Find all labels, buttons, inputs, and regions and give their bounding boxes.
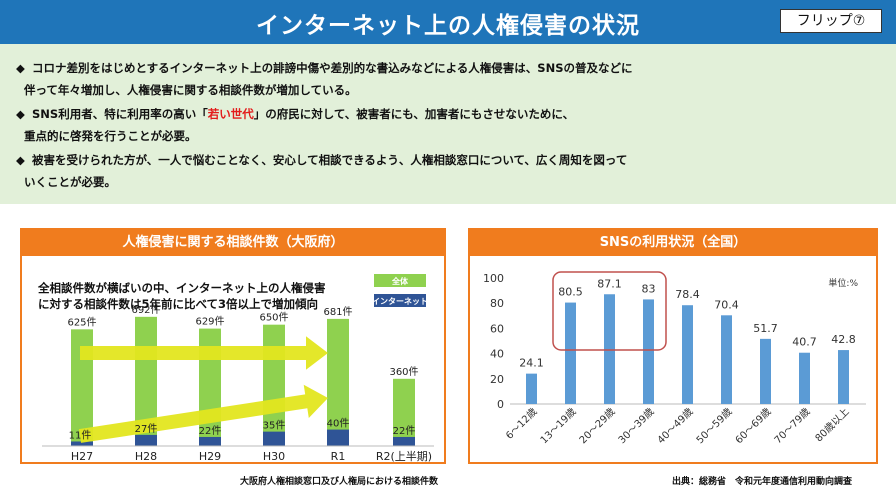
consultation-chart-panel: 人権侵害に関する相談件数（大阪府） 625件 11件 692件 27件 629件 22件 6… <box>20 228 446 464</box>
sns-bar <box>565 302 576 404</box>
category-label: H30 <box>263 450 285 463</box>
y-tick-label: 100 <box>483 272 504 285</box>
sns-chart-title: SNSの利用状況（全国） <box>470 230 876 256</box>
sns-bar <box>799 352 810 404</box>
annotation-line-2: に対する相談件数は5年前に比べて3倍以上で増加傾向 <box>38 297 318 311</box>
legend-swatch-total <box>374 274 426 287</box>
internet-value-label: 27件 <box>135 423 158 435</box>
page-title: インターネット上の人権侵害の状況 <box>256 13 640 39</box>
total-value-label: 650件 <box>259 312 288 324</box>
consultation-chart-title: 人権侵害に関する相談件数（大阪府） <box>22 230 444 256</box>
y-tick-label: 40 <box>490 348 504 361</box>
sns-source: 出典：総務省 令和元年度通信利用動向調査 <box>672 477 853 487</box>
young-generation-highlight <box>552 271 667 351</box>
bar-internet <box>71 441 93 446</box>
diamond-icon: ◆ <box>16 61 25 75</box>
summary-band: ◆ コロナ差別をはじめとするインターネット上の誹謗中傷や差別的な書込みなどによる人… <box>0 44 896 204</box>
sns-chart: 0 20 40 60 80 100 単位:% 24.1 6～12歳 80.5 13～19歳 87.1 2… <box>483 271 866 447</box>
y-tick-label: 20 <box>490 373 504 386</box>
category-label: 70～79歳 <box>772 406 813 447</box>
bar-total <box>393 378 415 446</box>
sns-bar <box>604 294 615 404</box>
bullet-3-text: 被害を受けられた方が、一人で悩むことなく、安心して相談できるよう、人権相談窓口に… <box>32 153 628 167</box>
sns-value-label: 42.8 <box>831 333 856 346</box>
sns-bar <box>526 373 537 404</box>
bullet-2-cont: 重点的に啓発を行うことが必要。 <box>24 129 197 143</box>
trend-arrow <box>80 336 328 370</box>
bullet-2-pre: SNS利用者、特に利用率の高い「 <box>32 107 208 121</box>
internet-value-label: 22件 <box>199 425 222 437</box>
sns-value-label: 87.1 <box>597 277 622 290</box>
bullet-3: ◆ 被害を受けられた方が、一人で悩むことなく、安心して相談できるよう、人権相談窓口… <box>16 150 627 170</box>
diamond-icon: ◆ <box>16 153 25 167</box>
category-label: H28 <box>135 450 157 463</box>
sns-bar <box>721 315 732 404</box>
category-label: H27 <box>71 450 93 463</box>
internet-value-label: 40件 <box>327 418 350 430</box>
sns-value-label: 40.7 <box>792 336 817 349</box>
bullet-1-text: コロナ差別をはじめとするインターネット上の誹謗中傷や差別的な書込みなどによる人権… <box>32 61 633 75</box>
consultation-source: 大阪府人権相談窓口及び人権局における相談件数 <box>240 477 439 487</box>
legend-swatch-internet <box>374 294 426 307</box>
sns-bar <box>682 305 693 404</box>
category-label: 20～29歳 <box>577 406 618 447</box>
unit-label: 単位:% <box>828 277 858 289</box>
total-value-label: 625件 <box>67 316 96 328</box>
bullet-1-cont: 伴って年々増加し、人権侵害に関する相談件数が増加している。 <box>24 83 357 97</box>
trend-arrow <box>78 384 328 443</box>
category-label: H29 <box>199 450 221 463</box>
category-label: 13～19歳 <box>538 406 579 447</box>
legend-label-total: 全体 <box>391 276 409 286</box>
category-label: R1 <box>331 450 346 463</box>
y-tick-label: 80 <box>490 297 504 310</box>
sns-value-label: 51.7 <box>753 322 778 335</box>
total-value-label: 360件 <box>389 366 418 378</box>
sns-value-label: 83 <box>642 282 656 295</box>
total-value-label: 692件 <box>131 304 160 316</box>
annotation-line-1: 全相談件数が横ばいの中、インターネット上の人権侵害 <box>37 281 326 295</box>
category-label: 50～59歳 <box>694 406 735 447</box>
sns-bar <box>838 350 849 404</box>
bullet-2: ◆ SNS利用者、特に利用率の高い「若い世代」の府民に対して、被害者にも、加害者に… <box>16 104 574 124</box>
category-label: 40～49歳 <box>655 406 696 447</box>
consultation-chart: 625件 11件 692件 27件 629件 22件 650件 35件 681件 40件 360件 2… <box>37 274 434 463</box>
y-tick-label: 60 <box>490 322 504 335</box>
diamond-icon: ◆ <box>16 107 25 121</box>
header-bar: インターネット上の人権侵害の状況 フリップ⑦ <box>0 0 896 44</box>
bullet-2-highlight: 若い世代 <box>207 107 254 121</box>
bar-total <box>327 318 349 446</box>
sns-value-label: 78.4 <box>675 288 700 301</box>
bar-internet <box>199 436 221 446</box>
total-value-label: 629件 <box>195 316 224 328</box>
flip-label: フリップ⑦ <box>780 9 882 33</box>
category-label: 6～12歳 <box>503 406 539 442</box>
sns-bar <box>643 299 654 404</box>
total-value-label: 681件 <box>323 306 352 318</box>
bullet-1: ◆ コロナ差別をはじめとするインターネット上の誹謗中傷や差別的な書込みなどによる人… <box>16 58 633 78</box>
category-label: 80歳以上 <box>813 406 852 445</box>
bar-internet <box>263 431 285 446</box>
bar-internet <box>135 434 157 446</box>
category-label: 60～69歳 <box>733 406 774 447</box>
internet-value-label: 11件 <box>69 429 92 441</box>
sns-value-label: 70.4 <box>714 298 739 311</box>
category-label: 30～39歳 <box>616 406 657 447</box>
bullet-3-cont: いくことが必要。 <box>24 175 116 189</box>
sns-value-label: 80.5 <box>558 286 583 299</box>
category-label: R2(上半期) <box>376 449 432 463</box>
y-tick-label: 0 <box>497 398 504 411</box>
sns-chart-panel: SNSの利用状況（全国） 0 20 40 60 80 100 単位:% 24.1 6～12歳 80… <box>468 228 878 464</box>
internet-value-label: 35件 <box>263 420 286 432</box>
legend-label-internet: インターネット <box>372 296 428 306</box>
bar-internet <box>327 429 349 446</box>
bar-internet <box>393 436 415 446</box>
internet-value-label: 22件 <box>393 425 416 437</box>
bullet-2-post: 」の府民に対して、被害者にも、加害者にもさせないために、 <box>253 107 575 121</box>
sns-bar <box>760 338 771 404</box>
sns-value-label: 24.1 <box>519 357 544 370</box>
